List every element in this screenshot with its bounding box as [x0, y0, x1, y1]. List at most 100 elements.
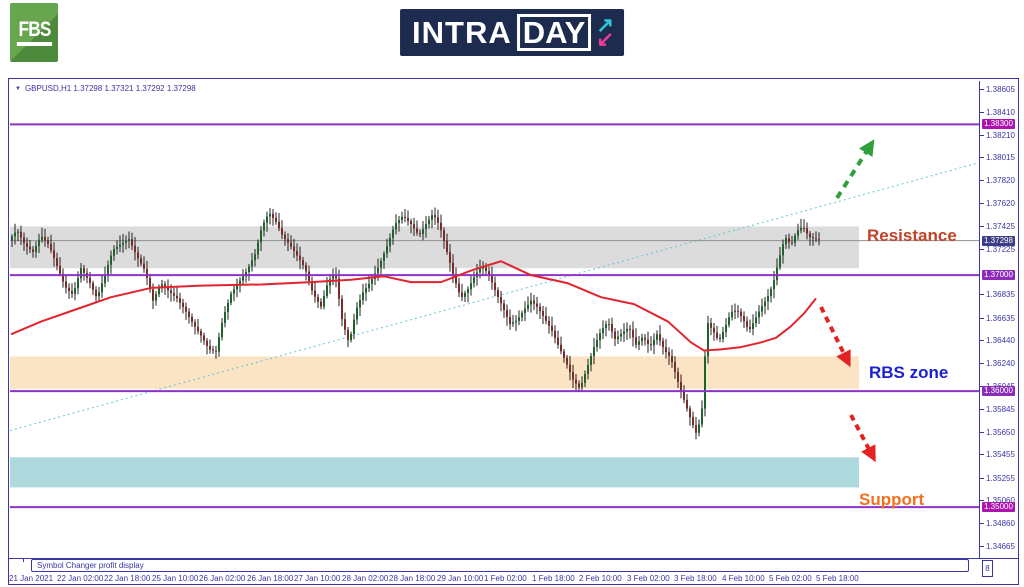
time-tick-label: 5 Feb 18:00 — [816, 574, 859, 583]
candle-body — [320, 301, 322, 307]
candle-body — [56, 258, 58, 266]
price-tick-label: 1.35845 — [986, 405, 1015, 415]
candle-body — [650, 344, 652, 346]
price-tick-label: 1.35255 — [986, 473, 1015, 483]
candle-body — [665, 347, 667, 353]
candle-body — [569, 364, 571, 373]
candle-body — [230, 293, 232, 303]
symbol-dropdown[interactable]: ▼ GBPUSD,H1 1.37298 1.37321 1.37292 1.37… — [15, 84, 196, 93]
candle-body — [809, 233, 811, 238]
price-tick-mark — [980, 249, 984, 251]
candle-body — [368, 283, 370, 289]
candle-body — [563, 351, 565, 358]
price-tick-mark — [980, 157, 984, 159]
candle-body — [548, 320, 550, 326]
time-tick-label: 22 Jan 02:00 — [57, 574, 104, 583]
candle-body — [500, 296, 502, 304]
price-tick-label: 1.36240 — [986, 359, 1015, 369]
candle-body — [530, 300, 532, 305]
price-tick-mark — [980, 180, 984, 182]
candle-body — [458, 283, 460, 293]
candle-body — [41, 236, 43, 240]
candle-body — [383, 253, 385, 261]
candle-body — [185, 307, 187, 312]
price-tick-mark — [980, 454, 984, 456]
candle-body — [473, 277, 475, 284]
candle-body — [113, 248, 115, 256]
candle-body — [494, 282, 496, 291]
candle-body — [716, 332, 718, 338]
candle-body — [50, 243, 52, 251]
candle-body — [701, 408, 703, 425]
price-tick-label: 1.37225 — [986, 245, 1015, 255]
candle-body — [359, 300, 361, 308]
candle-body — [404, 217, 406, 219]
candle-body — [659, 334, 661, 341]
candle-body — [641, 337, 643, 342]
candle-body — [491, 275, 493, 283]
candle-body — [506, 309, 508, 317]
candle-body — [356, 307, 358, 320]
candle-body — [308, 271, 310, 281]
candle-body — [68, 287, 70, 291]
price-chart-canvas[interactable] — [10, 81, 979, 558]
price-tick-label: 1.38210 — [986, 130, 1015, 140]
symbol-ohlc-line: GBPUSD,H1 1.37298 1.37321 1.37292 1.3729… — [24, 84, 196, 93]
candle-body — [332, 274, 334, 280]
candle-body — [623, 331, 625, 334]
candle-body — [131, 239, 133, 246]
candle-body — [140, 258, 142, 264]
candle-body — [464, 293, 466, 298]
candle-body — [779, 255, 781, 268]
candle-body — [560, 344, 562, 352]
candle-body — [524, 308, 526, 313]
price-tick-mark — [980, 89, 984, 90]
candle-body — [293, 246, 295, 251]
candle-body — [455, 273, 457, 284]
candle-body — [542, 310, 544, 316]
candle-body — [341, 298, 343, 320]
candle-body — [695, 425, 697, 433]
candle-body — [770, 289, 772, 297]
candle-body — [722, 331, 724, 339]
candle-body — [449, 251, 451, 263]
time-tick-label: 3 Feb 02:00 — [627, 574, 670, 583]
price-tick-mark — [980, 477, 984, 479]
candle-body — [107, 264, 109, 275]
time-tick-label: 27 Jan 10:00 — [294, 574, 341, 583]
candle-body — [425, 224, 427, 230]
candle-body — [578, 383, 580, 388]
annotation-rbs-zone: RBS zone — [869, 363, 949, 382]
candle-body — [773, 280, 775, 290]
candle-body — [134, 245, 136, 253]
candle-body — [434, 215, 436, 218]
up-arrow-icon: ↗ — [596, 14, 614, 38]
price-tick-label: 1.38605 — [986, 85, 1015, 94]
candle-body — [104, 274, 106, 284]
candle-body — [197, 326, 199, 332]
rbs-zone — [10, 356, 859, 389]
candle-body — [32, 249, 34, 252]
price-tick-mark — [980, 500, 984, 502]
candle-body — [101, 283, 103, 293]
candle-body — [662, 340, 664, 348]
candle-body — [611, 324, 613, 332]
candle-body — [785, 238, 787, 245]
candle-body — [572, 372, 574, 380]
candle-body — [512, 322, 514, 324]
candle-body — [179, 298, 181, 303]
candle-body — [737, 310, 739, 312]
axis-corner-glyph: 8 — [982, 560, 993, 577]
candle-body — [638, 341, 640, 345]
candle-body — [593, 347, 595, 357]
candle-body — [749, 326, 751, 329]
candle-body — [257, 242, 259, 255]
candle-body — [290, 242, 292, 247]
time-tick-label: 1 Feb 02:00 — [484, 574, 527, 583]
candle-body — [626, 329, 628, 332]
candle-body — [515, 320, 517, 323]
candle-body — [752, 323, 754, 329]
price-tick-label: 1.35455 — [986, 450, 1015, 460]
time-axis: 21 Jan 2021 22 Jan 02:00 22 Jan 18:00 25 Ja… — [9, 558, 1018, 585]
candle-body — [47, 240, 49, 244]
